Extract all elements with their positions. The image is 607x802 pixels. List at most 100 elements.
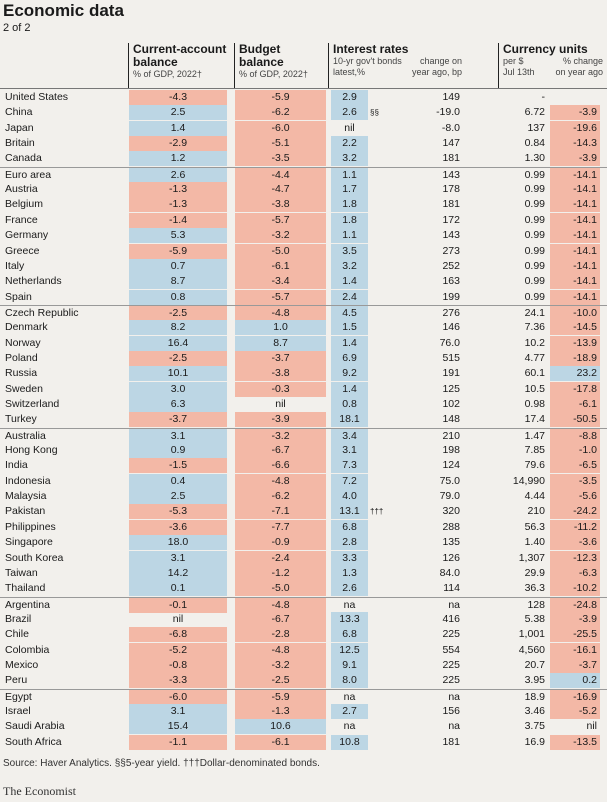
cell-bb: -2.4 — [235, 550, 326, 566]
table-row: France -1.4 -5.7 1.8 172 0.99 -14.1 — [0, 212, 607, 228]
cell-country: China — [5, 106, 33, 119]
cell-ir: 0.8 — [331, 397, 368, 412]
cell-ir: 1.4 — [331, 381, 368, 397]
cell-irn — [370, 228, 398, 243]
cell-ir: 2.6 — [331, 105, 368, 121]
cell-bb: -6.6 — [235, 458, 326, 474]
cell-irn — [370, 151, 398, 166]
table-row: Netherlands 8.7 -3.4 1.4 163 0.99 -14.1 — [0, 274, 607, 290]
cell-irn — [370, 168, 398, 183]
cell-pc: -24.2 — [550, 504, 600, 520]
cell-pc: -17.8 — [550, 381, 600, 397]
cell-ca: -2.9 — [129, 136, 227, 152]
cell-chg: 320 — [442, 505, 460, 518]
cell-chg: 163 — [442, 275, 460, 288]
cell-country: Canada — [5, 152, 42, 165]
cell-ir: 9.2 — [331, 366, 368, 382]
cell-ca: 5.3 — [129, 228, 227, 244]
header-ir-sub2: latest,% — [333, 67, 366, 77]
cell-bb: -6.2 — [235, 105, 326, 121]
cell-pc: 23.2 — [550, 366, 600, 382]
cell-chg: 143 — [442, 168, 460, 181]
cell-ca: 0.1 — [129, 581, 227, 597]
cell-pc: -14.1 — [550, 197, 600, 213]
cell-irn — [370, 551, 398, 566]
cell-chg: 276 — [442, 306, 460, 319]
cell-ca: -1.4 — [129, 212, 227, 228]
page-subtitle: 2 of 2 — [3, 22, 31, 34]
cell-ir: na — [343, 690, 356, 703]
cell-irn — [370, 566, 398, 581]
table-row: Hong Kong 0.9 -6.7 3.1 198 7.85 -1.0 — [0, 443, 607, 459]
table-row: Pakistan -5.3 -7.1 13.1 ††† 320 210 -24.2 — [0, 504, 607, 520]
cell-bb: -5.9 — [235, 689, 326, 705]
cell-ca: 2.6 — [129, 167, 227, 183]
cell-ir: 2.7 — [331, 704, 368, 719]
cell-chg: 181 — [442, 735, 460, 748]
cell-ir: 1.1 — [331, 228, 368, 244]
cell-ps: 1,307 — [518, 551, 545, 564]
table-row: Norway 16.4 8.7 1.4 76.0 10.2 -13.9 — [0, 335, 607, 351]
cell-ps: 0.99 — [524, 183, 545, 196]
table-row: Czech Republic -2.5 -4.8 4.5 276 24.1 -10.0 — [0, 304, 607, 321]
cell-ir: 1.3 — [331, 565, 368, 581]
header-cu-title: Currency units — [503, 42, 588, 56]
cell-ir: 3.3 — [331, 550, 368, 566]
cell-pc: -14.1 — [550, 182, 600, 198]
cell-bb: -5.0 — [235, 243, 326, 259]
cell-bb: -3.4 — [235, 274, 326, 290]
cell-chg: 102 — [442, 398, 460, 410]
cell-country: Philippines — [5, 520, 56, 533]
cell-country: Singapore — [5, 536, 53, 549]
cell-chg: 84.0 — [439, 566, 460, 579]
cell-chg: 252 — [442, 259, 460, 272]
cell-irn — [370, 182, 398, 197]
cell-irn — [370, 535, 398, 550]
header-interest-rates: Interest rates 10-yr gov't bonds latest,… — [328, 43, 462, 88]
cell-bb: 8.7 — [235, 335, 326, 351]
cell-chg: 143 — [442, 229, 460, 242]
cell-ir: 3.2 — [331, 151, 368, 167]
table-row: Austria -1.3 -4.7 1.7 178 0.99 -14.1 — [0, 182, 607, 198]
table-row: Switzerland 6.3 nil 0.8 102 0.98 -6.1 — [0, 397, 607, 412]
table-row: Italy 0.7 -6.1 3.2 252 0.99 -14.1 — [0, 258, 607, 274]
table-row: Poland -2.5 -3.7 6.9 515 4.77 -18.9 — [0, 350, 607, 366]
header-ir-sub1: 10-yr gov't bonds — [333, 56, 402, 66]
cell-bb: -5.1 — [235, 136, 326, 152]
table-row: Euro area 2.6 -4.4 1.1 143 0.99 -14.1 — [0, 166, 607, 183]
header-ca-sub: % of GDP, 2022† — [133, 69, 202, 79]
cell-ca: 0.7 — [129, 258, 227, 274]
cell-country: Australia — [5, 429, 46, 442]
cell-irn — [370, 382, 398, 397]
cell-pc: -8.8 — [550, 428, 600, 444]
cell-ca: 3.1 — [129, 550, 227, 566]
cell-ps: 3.46 — [524, 705, 545, 717]
table-row: Thailand 0.1 -5.0 2.6 114 36.3 -10.2 — [0, 581, 607, 597]
cell-irn — [370, 658, 398, 673]
cell-ps: 79.6 — [524, 459, 545, 472]
cell-ps: 0.99 — [524, 198, 545, 211]
cell-chg: na — [448, 690, 460, 703]
cell-bb: -5.9 — [235, 90, 326, 105]
cell-ca: -1.1 — [129, 734, 227, 750]
header-cu-sub2: Jul 13th — [503, 67, 535, 77]
header-cu-chg2: on year ago — [555, 67, 603, 77]
cell-bb: -3.7 — [235, 350, 326, 366]
cell-ir: 1.8 — [331, 212, 368, 228]
cell-bb: 10.6 — [235, 719, 326, 735]
cell-ir: 8.0 — [331, 673, 368, 689]
cell-ir: 4.0 — [331, 489, 368, 505]
cell-irn — [370, 213, 398, 228]
cell-country: Japan — [5, 121, 34, 134]
cell-ir: nil — [344, 121, 355, 134]
cell-pc: -3.7 — [550, 657, 600, 673]
cell-ca: -5.2 — [129, 642, 227, 658]
cell-bb: -2.5 — [235, 673, 326, 689]
cell-ps: 128 — [527, 598, 545, 611]
cell-ps: 7.85 — [524, 444, 545, 457]
table-row: Brazil nil -6.7 13.3 416 5.38 -3.9 — [0, 611, 607, 627]
cell-country: Israel — [5, 705, 31, 717]
header-budget-balance: Budget balance % of GDP, 2022† — [234, 43, 327, 88]
cell-ps: 0.99 — [524, 275, 545, 288]
table-row: Malaysia 2.5 -6.2 4.0 79.0 4.44 -5.6 — [0, 489, 607, 505]
